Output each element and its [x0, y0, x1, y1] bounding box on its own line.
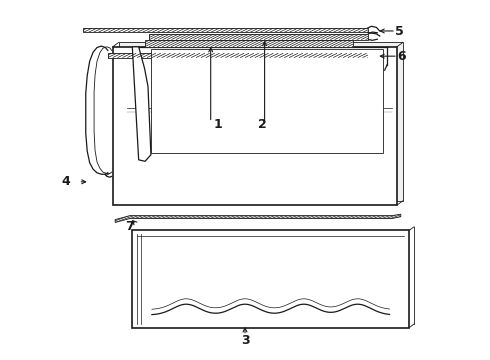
- Polygon shape: [145, 40, 353, 47]
- Text: 6: 6: [397, 50, 406, 63]
- Polygon shape: [132, 230, 409, 328]
- Polygon shape: [132, 47, 151, 161]
- Polygon shape: [113, 47, 397, 205]
- Text: 7: 7: [125, 220, 134, 233]
- Polygon shape: [115, 214, 401, 222]
- Text: 3: 3: [241, 334, 249, 347]
- Text: 1: 1: [214, 118, 222, 131]
- Polygon shape: [108, 53, 368, 58]
- Text: 4: 4: [62, 175, 71, 188]
- Polygon shape: [149, 34, 368, 40]
- Polygon shape: [151, 49, 383, 153]
- Polygon shape: [83, 28, 368, 32]
- Text: 2: 2: [258, 118, 267, 131]
- Text: 5: 5: [395, 25, 404, 38]
- Polygon shape: [119, 42, 403, 201]
